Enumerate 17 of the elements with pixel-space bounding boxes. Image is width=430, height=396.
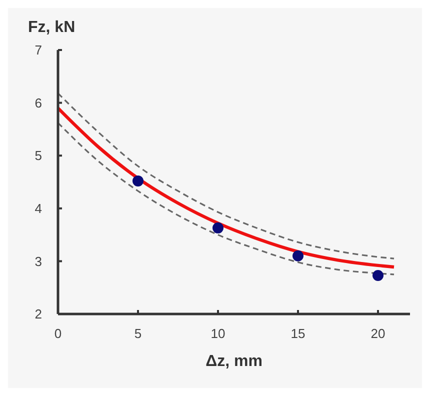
x-tick-label: 10 <box>210 326 226 341</box>
x-tick-label: 20 <box>370 326 386 341</box>
y-tick-label: 4 <box>34 200 42 216</box>
x-tick-label: 0 <box>54 326 62 341</box>
y-tick-label: 7 <box>34 42 42 58</box>
point <box>292 250 304 262</box>
x-tick-label: 15 <box>290 326 306 341</box>
x-axis-title: Δz, mm <box>206 353 262 370</box>
point <box>372 270 384 281</box>
y-tick-label: 6 <box>34 95 42 110</box>
y-axis-title: Fz, kN <box>28 19 76 36</box>
y-tick-label: 5 <box>34 148 42 164</box>
y-tick-label: 3 <box>34 254 42 269</box>
point <box>132 175 144 186</box>
point <box>212 222 224 234</box>
y-tick-label: 2 <box>34 306 42 322</box>
x-tick-label: 5 <box>134 326 142 341</box>
